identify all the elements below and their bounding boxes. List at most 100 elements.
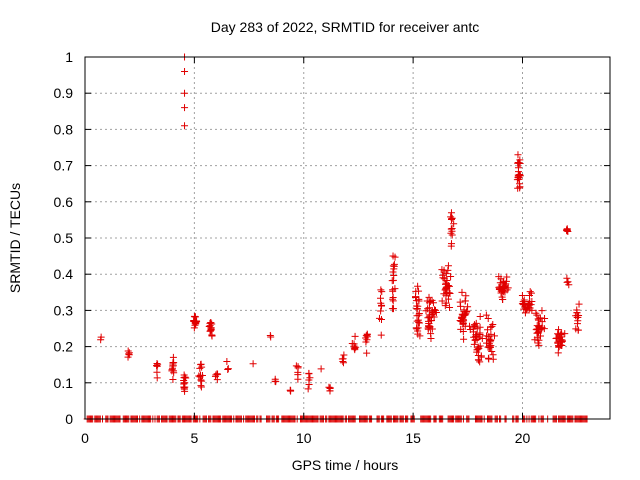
- data-point: [389, 295, 397, 303]
- data-point: [464, 303, 472, 311]
- data-point: [180, 371, 188, 379]
- data-point: [474, 351, 482, 359]
- data-point: [573, 320, 581, 328]
- data-points: [83, 53, 591, 423]
- data-point: [516, 171, 524, 179]
- data-point: [563, 226, 571, 234]
- data-point: [536, 314, 544, 322]
- data-point: [531, 336, 539, 344]
- data-point: [526, 288, 534, 296]
- data-point: [457, 325, 465, 333]
- data-point: [206, 327, 214, 335]
- data-point: [514, 184, 522, 192]
- data-point: [208, 332, 216, 340]
- data-point: [446, 290, 454, 298]
- data-point: [413, 324, 421, 332]
- data-point: [500, 284, 508, 292]
- data-point: [339, 355, 347, 363]
- y-tick-label: 0.7: [54, 158, 74, 174]
- data-point: [448, 214, 456, 222]
- data-point: [497, 275, 505, 283]
- data-point: [208, 320, 216, 328]
- data-point: [457, 314, 465, 322]
- data-point: [377, 286, 385, 294]
- data-point: [196, 364, 204, 372]
- data-point: [485, 335, 493, 343]
- data-point: [181, 89, 189, 97]
- data-point: [391, 253, 399, 261]
- data-point: [304, 385, 312, 393]
- data-point: [532, 326, 540, 334]
- data-point: [389, 305, 397, 313]
- data-point: [485, 344, 493, 352]
- data-point: [461, 297, 469, 305]
- y-tick-label: 0.3: [54, 302, 74, 318]
- data-point: [533, 322, 541, 330]
- data-point: [538, 323, 546, 331]
- data-point: [484, 326, 492, 334]
- data-point: [271, 377, 279, 385]
- data-point: [213, 376, 221, 384]
- data-point: [415, 319, 423, 327]
- data-point: [443, 276, 451, 284]
- data-point: [414, 330, 422, 338]
- y-tick-label: 1: [65, 49, 73, 65]
- data-point: [574, 326, 582, 334]
- data-point: [534, 339, 542, 347]
- data-point: [448, 227, 456, 235]
- data-point: [470, 333, 478, 341]
- data-point: [377, 302, 385, 310]
- data-point: [412, 287, 420, 295]
- data-point: [518, 292, 526, 300]
- data-point: [207, 326, 215, 334]
- data-point: [390, 265, 398, 273]
- data-point: [414, 316, 422, 324]
- data-point: [444, 266, 452, 274]
- data-point: [181, 67, 189, 75]
- data-point: [499, 282, 507, 290]
- data-point: [317, 365, 325, 373]
- data-point: [555, 326, 563, 334]
- data-point: [563, 226, 571, 234]
- data-point: [389, 287, 397, 295]
- data-point: [487, 336, 495, 344]
- y-axis-label: SRMTID / TECUs: [7, 183, 23, 293]
- x-tick-label: 0: [81, 430, 89, 446]
- data-point: [438, 266, 446, 274]
- y-tick-label: 0.2: [54, 339, 74, 355]
- data-point: [457, 302, 465, 310]
- data-point: [378, 288, 386, 296]
- data-point: [388, 277, 396, 285]
- data-point: [561, 330, 569, 338]
- data-point: [470, 340, 478, 348]
- data-point: [213, 370, 221, 378]
- data-point: [476, 323, 484, 331]
- data-point: [198, 363, 206, 371]
- data-point: [377, 307, 385, 315]
- data-point: [305, 370, 313, 378]
- data-point: [526, 297, 534, 305]
- data-point: [564, 278, 572, 286]
- chart-title: Day 283 of 2022, SRMTID for receiver ant…: [211, 19, 479, 35]
- data-point: [377, 331, 385, 339]
- data-point: [362, 332, 370, 340]
- data-point: [153, 359, 161, 367]
- data-point: [447, 213, 455, 221]
- data-point: [438, 297, 446, 305]
- data-point: [125, 349, 133, 357]
- data-point: [575, 300, 583, 308]
- data-point: [538, 307, 546, 315]
- data-point: [534, 329, 542, 337]
- data-point: [414, 282, 422, 290]
- data-point: [490, 332, 498, 340]
- y-tick-label: 0.6: [54, 194, 74, 210]
- data-point: [212, 371, 220, 379]
- data-point: [249, 360, 257, 368]
- data-point: [443, 289, 451, 297]
- data-point: [565, 281, 573, 289]
- data-point: [442, 299, 450, 307]
- data-point: [180, 385, 188, 393]
- data-point: [413, 305, 421, 313]
- x-axis-label: GPS time / hours: [292, 457, 399, 473]
